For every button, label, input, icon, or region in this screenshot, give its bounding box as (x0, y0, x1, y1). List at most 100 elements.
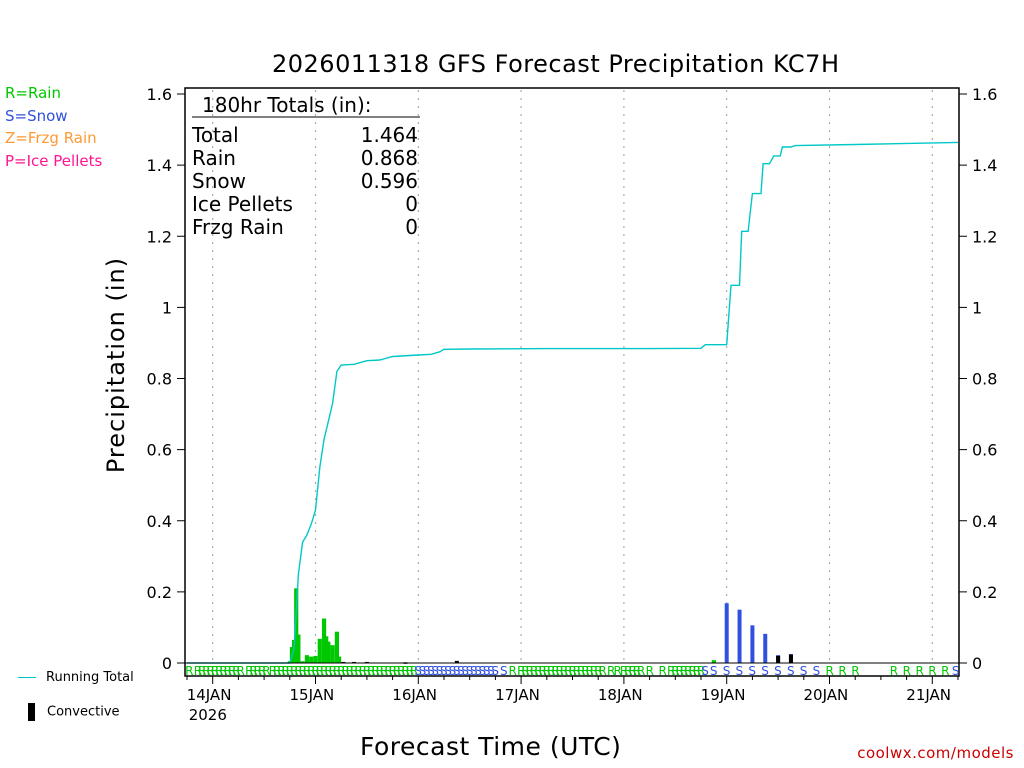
running-total-swatch (18, 677, 36, 678)
y-tick-label-left: 1.2 (147, 227, 172, 246)
precip-type-code: R (851, 664, 859, 678)
precip-bar (326, 641, 331, 663)
precip-type-code: R (838, 664, 846, 678)
precip-type-code: R (312, 664, 320, 678)
precip-type-code: R (671, 664, 679, 678)
precip-type-code: R (354, 664, 362, 678)
precip-bar (334, 631, 340, 663)
grid-lines (212, 90, 933, 663)
convective-label: Convective (47, 704, 120, 720)
precip-type-code: R (928, 664, 936, 678)
precip-bar (317, 638, 322, 663)
x-tick-label-19JAN: 19JAN (701, 686, 746, 704)
precip-type-code: R (232, 664, 240, 678)
precip-type-code: R (688, 664, 696, 678)
x-tick-label-20JAN: 20JAN (804, 686, 849, 704)
x-tick-label-18JAN: 18JAN (598, 686, 643, 704)
precip-type-code: R (915, 664, 923, 678)
plot-frame (184, 87, 960, 677)
precip-type-code: R (333, 664, 341, 678)
precip-type-code: R (941, 664, 949, 678)
ice-pellets-value: 0 (405, 192, 418, 216)
precip-type-code: S (479, 664, 487, 678)
precip-type-code: S (457, 664, 465, 678)
total-value: 1.464 (361, 123, 418, 147)
precip-type-code: R (590, 664, 598, 678)
precip-bar (313, 655, 318, 663)
precip-type-code: R (410, 664, 418, 678)
y-tick-label-right: 0 (972, 654, 982, 673)
precip-type-code: R (620, 664, 628, 678)
convective-bar (776, 655, 781, 663)
precip-bar (737, 609, 742, 663)
precip-type-code: R (359, 664, 367, 678)
precip-type-code: R (397, 664, 405, 678)
precip-type-code: R (573, 664, 581, 678)
precip-type-code: S (453, 664, 461, 678)
precip-type-code: R (577, 664, 585, 678)
precip-bar (304, 655, 310, 663)
snow-label: Snow (192, 169, 246, 193)
precip-type-code: R (350, 664, 358, 678)
precip-type-code: R (185, 664, 193, 678)
precip-type-code: S (813, 664, 821, 678)
precip-type-code: S (427, 664, 435, 678)
x-axis-label: Forecast Time (UTC) (360, 732, 622, 761)
precip-type-code: S (440, 664, 448, 678)
precip-type-code: S (774, 664, 782, 678)
precip-type-code: R (509, 664, 517, 678)
precip-type-code: R (521, 664, 529, 678)
precip-type-code: R (586, 664, 594, 678)
precip-type-code: R (543, 664, 551, 678)
precip-type-code: S (436, 664, 444, 678)
precip-type-code: S (800, 664, 808, 678)
precip-type-code: R (324, 664, 332, 678)
precip-type-code: R (249, 664, 257, 678)
convective-bar (788, 654, 793, 663)
precip-type-code: R (526, 664, 534, 678)
precip-type-code: R (277, 664, 285, 678)
precip-type-code: R (633, 664, 641, 678)
precip-bar (309, 656, 314, 663)
chart-title: 2026011318 GFS Forecast Precipitation KC… (272, 50, 840, 78)
precip-bars (287, 588, 793, 663)
precip-type-code: R (202, 664, 210, 678)
axes: 14JAN 2026 15JAN 16JAN 17JAN 18JAN 19JAN 20JAN 2… (147, 85, 998, 724)
precip-type-code: R (290, 664, 298, 678)
precip-type-code: R (376, 664, 384, 678)
legend-ice-pellets: P=Ice Pellets (5, 151, 103, 170)
precip-type-code: S (470, 664, 478, 678)
precip-type-code: S (761, 664, 769, 678)
precip-type-code: R (320, 664, 328, 678)
precip-bar (321, 618, 327, 663)
precip-bar (750, 625, 755, 663)
precip-type-code: R (676, 664, 684, 678)
precip-type-code: S (423, 664, 431, 678)
precip-type-code: R (547, 664, 555, 678)
y-tick-label-left: 0.6 (147, 441, 172, 460)
precip-type-code: S (491, 664, 499, 678)
y-tick-label-right: 1.4 (972, 156, 997, 175)
y-tick-label-right: 1.2 (972, 227, 997, 246)
x-tick-label-16JAN: 16JAN (392, 686, 437, 704)
precip-type-code: S (444, 664, 452, 678)
precip-type-code: S (449, 664, 457, 678)
rain-label: Rain (192, 146, 236, 170)
precip-type-code: S (748, 664, 756, 678)
precip-bar (291, 639, 297, 663)
credit-link[interactable]: coolwx.com/models (857, 744, 1014, 762)
y-tick-label-left: 0.8 (147, 370, 172, 389)
precip-type-code: R (211, 664, 219, 678)
precip-type-code: R (890, 664, 898, 678)
total-label: Total (191, 123, 239, 147)
freezing-rain-value: 0 (405, 215, 418, 239)
precip-type-code: S (419, 664, 427, 678)
precip-type-code: R (530, 664, 538, 678)
precip-type-code: R (613, 664, 621, 678)
rain-value: 0.868 (361, 146, 418, 170)
precip-type-code: S (466, 664, 474, 678)
precip-type-code: S (952, 664, 960, 678)
precip-type-code: R (367, 664, 375, 678)
